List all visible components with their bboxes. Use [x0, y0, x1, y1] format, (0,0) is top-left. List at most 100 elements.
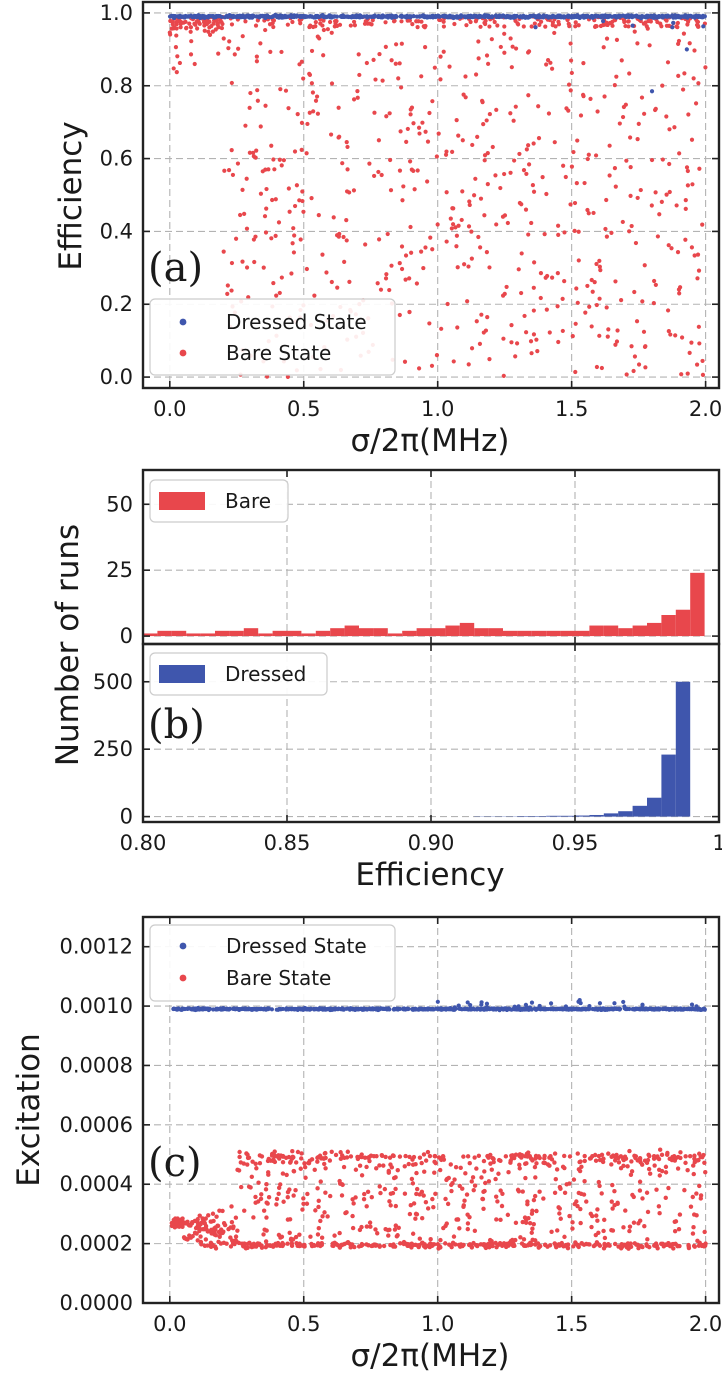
- bare-state-point: [619, 58, 624, 63]
- bare-state-point: [669, 246, 674, 251]
- bare-state-point: [566, 21, 571, 27]
- bare-state-point: [560, 296, 565, 301]
- bare-state-point: [640, 299, 645, 304]
- bare-state-point: [347, 279, 352, 284]
- bare-state-point: [573, 321, 578, 326]
- bare-state-point: [531, 332, 537, 337]
- bare-state-point: [647, 43, 652, 48]
- bare-state-point: [240, 34, 245, 39]
- bare-state-point: [665, 60, 671, 65]
- bare-state-point: [602, 1242, 607, 1247]
- bare-state-point: [463, 74, 468, 79]
- dressed-state-point: [191, 1006, 196, 1012]
- dressed-state-point: [254, 1007, 260, 1012]
- bare-state-point: [242, 211, 247, 216]
- bare-state-point: [631, 368, 636, 374]
- bare-state-point: [667, 23, 672, 28]
- bare-state-point: [174, 70, 179, 75]
- bare-state-point: [315, 1232, 321, 1237]
- bare-state-point: [565, 1242, 570, 1247]
- bare-state-point: [627, 1148, 632, 1154]
- bare-state-point: [396, 76, 401, 81]
- bare-state-point: [290, 1154, 295, 1159]
- bare-state-point: [612, 1158, 618, 1163]
- dressed-state-point: [529, 1000, 535, 1005]
- bare-state-point: [253, 1161, 258, 1166]
- bare-state-point: [529, 24, 534, 29]
- bare-state-point: [319, 1242, 325, 1248]
- bare-state-point: [329, 81, 335, 86]
- histogram-bar: [603, 625, 619, 637]
- dressed-state-point: [340, 1006, 345, 1011]
- bare-state-point: [423, 129, 428, 134]
- bare-state-point: [438, 54, 443, 59]
- bare-state-point: [402, 359, 408, 364]
- bare-state-point: [688, 1204, 694, 1209]
- bare-state-point: [657, 1211, 662, 1216]
- bare-state-point: [229, 1204, 234, 1209]
- bare-state-point: [519, 1153, 525, 1159]
- bare-state-point: [291, 226, 296, 231]
- bare-state-point: [604, 197, 609, 203]
- bare-state-point: [538, 271, 544, 276]
- bare-state-point: [474, 1166, 479, 1171]
- bare-state-point: [556, 1205, 561, 1210]
- bare-state-point: [632, 289, 637, 295]
- bare-state-point: [490, 1243, 495, 1249]
- dressed-state-point: [404, 15, 409, 20]
- bare-state-point: [465, 299, 470, 304]
- bare-state-point: [263, 103, 268, 108]
- bare-state-point: [352, 1244, 357, 1250]
- bare-state-point: [644, 1160, 650, 1166]
- bare-state-point: [524, 147, 529, 152]
- bare-state-point: [344, 189, 350, 194]
- bare-state-point: [451, 1234, 457, 1239]
- bare-state-point: [380, 78, 385, 83]
- bare-state-point: [315, 1159, 320, 1164]
- dressed-state-point: [694, 13, 699, 18]
- bare-state-point: [202, 28, 207, 33]
- dressed-state-point: [689, 1002, 695, 1007]
- bare-state-point: [578, 1206, 583, 1212]
- bare-state-point: [283, 88, 289, 93]
- bare-state-point: [473, 72, 479, 77]
- panel-b-top-bars: [143, 572, 705, 637]
- bare-state-point: [527, 1220, 533, 1226]
- bare-state-point: [484, 118, 489, 123]
- bare-state-point: [285, 1217, 291, 1222]
- histogram-bar: [344, 625, 359, 637]
- bare-state-point: [398, 1241, 403, 1246]
- bare-state-point: [505, 1212, 511, 1218]
- bare-state-point: [229, 1219, 235, 1225]
- bare-state-point: [457, 1226, 462, 1231]
- bare-state-point: [542, 1156, 547, 1161]
- bare-state-point: [393, 1186, 398, 1192]
- bare-state-point: [471, 1187, 476, 1193]
- bare-state-point: [532, 260, 537, 265]
- bare-state-point: [258, 124, 263, 129]
- bare-state-point: [410, 22, 415, 27]
- dressed-state-point: [451, 15, 456, 21]
- histogram-bar: [603, 813, 619, 817]
- bare-state-point: [321, 53, 326, 58]
- bare-state-point: [567, 1213, 572, 1219]
- bare-state-point: [393, 61, 398, 66]
- bare-state-point: [254, 148, 259, 153]
- bare-state-point: [600, 1159, 606, 1165]
- bare-state-point: [582, 1153, 587, 1159]
- bare-state-point: [649, 203, 654, 208]
- bare-state-point: [329, 1149, 334, 1154]
- bare-state-point: [592, 24, 598, 30]
- bare-state-point: [589, 277, 594, 283]
- bare-state-point: [452, 21, 457, 27]
- bare-state-point: [417, 1155, 423, 1160]
- bare-state-point: [498, 1158, 503, 1163]
- dressed-state-point: [305, 1007, 310, 1012]
- bare-state-point: [588, 96, 593, 101]
- bare-state-point: [192, 61, 197, 67]
- bare-state-point: [210, 29, 216, 34]
- histogram-bar: [200, 633, 215, 637]
- bare-state-point: [470, 142, 475, 148]
- panel-b-bottom-bars: [474, 681, 691, 817]
- dressed-state-point: [551, 1007, 556, 1012]
